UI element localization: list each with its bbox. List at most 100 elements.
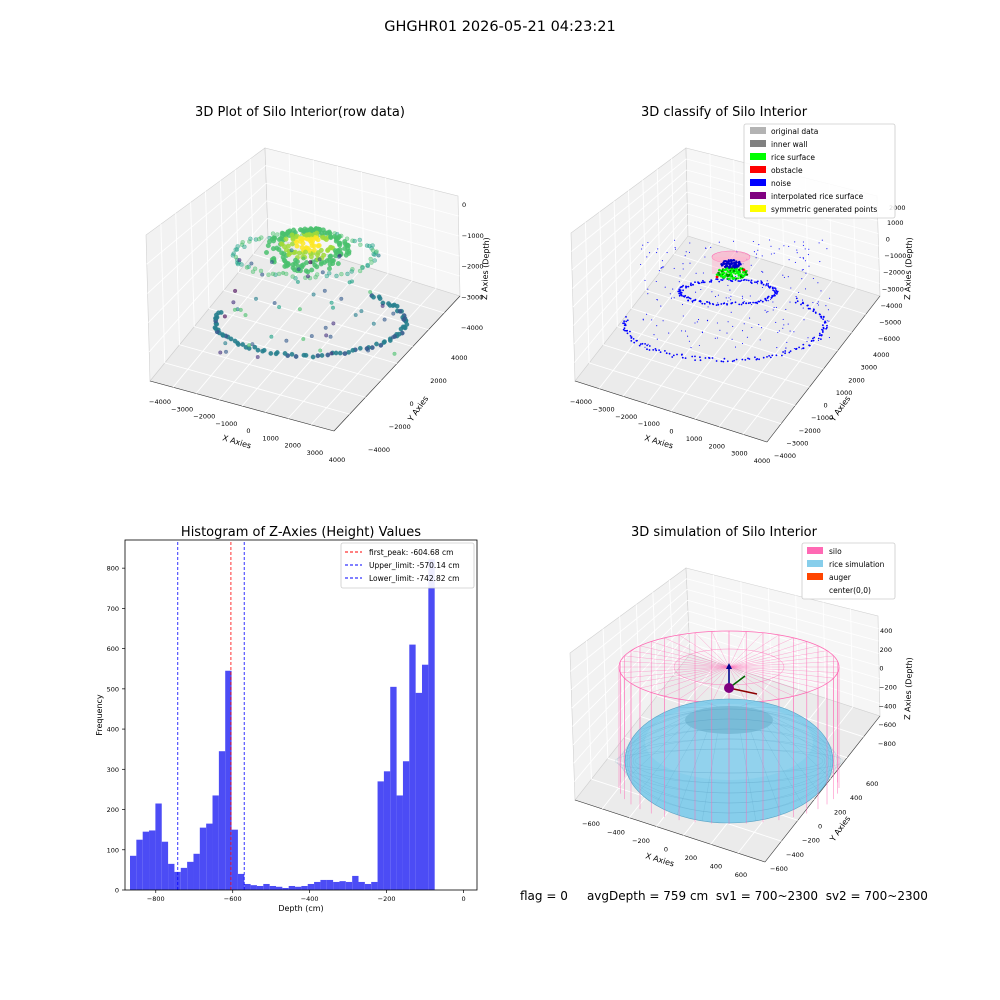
data-point — [726, 273, 729, 276]
data-point — [781, 354, 783, 357]
data-point — [314, 264, 320, 270]
data-point — [728, 271, 731, 274]
data-point — [730, 299, 732, 301]
grid-line — [687, 224, 880, 284]
histogram-y-label: Frequency — [95, 694, 104, 736]
data-point — [390, 335, 395, 340]
x-tick-label: −400 — [301, 895, 319, 903]
grid-line — [264, 273, 389, 413]
data-point — [812, 301, 814, 304]
grid-line — [175, 213, 180, 345]
data-point — [653, 334, 655, 336]
data-point — [648, 349, 651, 351]
data-point — [727, 277, 730, 280]
data-point — [377, 296, 383, 301]
data-point — [734, 270, 737, 273]
data-point — [758, 300, 761, 303]
data-point — [789, 330, 791, 332]
data-point — [242, 244, 247, 250]
grid-line — [385, 177, 389, 274]
histogram-reference-lines — [177, 540, 245, 890]
data-point — [687, 299, 690, 302]
data-point — [365, 263, 370, 268]
grid-line — [687, 599, 879, 654]
data-point — [819, 261, 821, 263]
histogram-bar — [396, 795, 403, 890]
histogram-bar — [231, 829, 238, 890]
data-point — [782, 318, 784, 320]
tick-label: 0 — [410, 400, 414, 408]
histogram-bar — [199, 827, 207, 890]
data-point — [741, 342, 744, 345]
data-point — [630, 340, 633, 342]
data-point — [716, 278, 719, 281]
tick-label: 600 — [735, 871, 747, 879]
x-tick-label: −600 — [224, 895, 242, 903]
data-point — [218, 350, 223, 355]
data-point — [289, 351, 295, 357]
data-point — [769, 285, 772, 288]
data-point — [309, 243, 315, 249]
data-point — [243, 344, 249, 350]
grid-line — [573, 632, 690, 764]
data-point — [309, 334, 314, 339]
data-point — [359, 309, 364, 314]
data-point — [715, 275, 719, 279]
classify-title: 3D classify of Silo Interior — [641, 105, 808, 120]
classify-y-label: Y Axies — [828, 394, 853, 424]
rice-mesh-line — [750, 732, 782, 815]
data-point — [320, 235, 326, 241]
histogram-bar — [282, 887, 289, 890]
grid-line — [573, 213, 688, 345]
legend-label: first_peak: -604.68 cm — [369, 548, 453, 557]
histogram-bar — [352, 875, 359, 890]
data-point — [757, 280, 759, 283]
data-point — [728, 279, 730, 281]
rice-mesh-line — [701, 733, 718, 821]
data-point — [720, 303, 723, 305]
data-point — [656, 299, 658, 301]
grid-line — [234, 169, 239, 273]
data-point — [366, 348, 371, 353]
data-point — [237, 258, 242, 263]
data-point — [698, 300, 701, 303]
data-point — [723, 271, 726, 275]
data-point — [331, 305, 336, 310]
histogram-bar — [409, 644, 416, 890]
histogram-bar — [402, 761, 410, 890]
data-point — [708, 357, 711, 359]
tick-label: 3000 — [307, 449, 324, 457]
data-point — [804, 288, 807, 290]
tick-label: −200 — [802, 837, 820, 845]
data-point — [730, 311, 732, 313]
histogram-plot-frame — [124, 539, 478, 891]
data-point — [729, 279, 732, 282]
histogram-bar — [415, 692, 422, 890]
grid-line — [687, 202, 880, 259]
data-point — [368, 290, 373, 295]
data-point — [747, 357, 749, 360]
data-point — [661, 266, 664, 268]
rice-mesh-line — [740, 700, 756, 707]
data-point — [353, 313, 358, 318]
raw-data-grid — [146, 153, 460, 426]
data-point — [642, 244, 644, 246]
data-point — [782, 327, 784, 329]
data-point — [674, 246, 676, 249]
tick-label: −1000 — [884, 252, 906, 260]
data-point — [273, 272, 278, 277]
data-point — [733, 276, 736, 279]
tick-label: −2000 — [193, 413, 215, 421]
legend-label: Lower_limit: -742.82 cm — [369, 574, 459, 583]
data-point — [696, 321, 698, 323]
data-point — [684, 294, 687, 297]
grid-line — [572, 191, 688, 308]
tick-label: −4000 — [149, 398, 171, 406]
data-point — [291, 227, 297, 233]
data-point — [728, 297, 730, 299]
data-point — [802, 256, 804, 259]
histogram-title: Histogram of Z-Axies (Height) Values — [181, 525, 421, 540]
data-point — [682, 315, 684, 317]
data-point — [282, 350, 288, 356]
data-point — [789, 301, 791, 303]
